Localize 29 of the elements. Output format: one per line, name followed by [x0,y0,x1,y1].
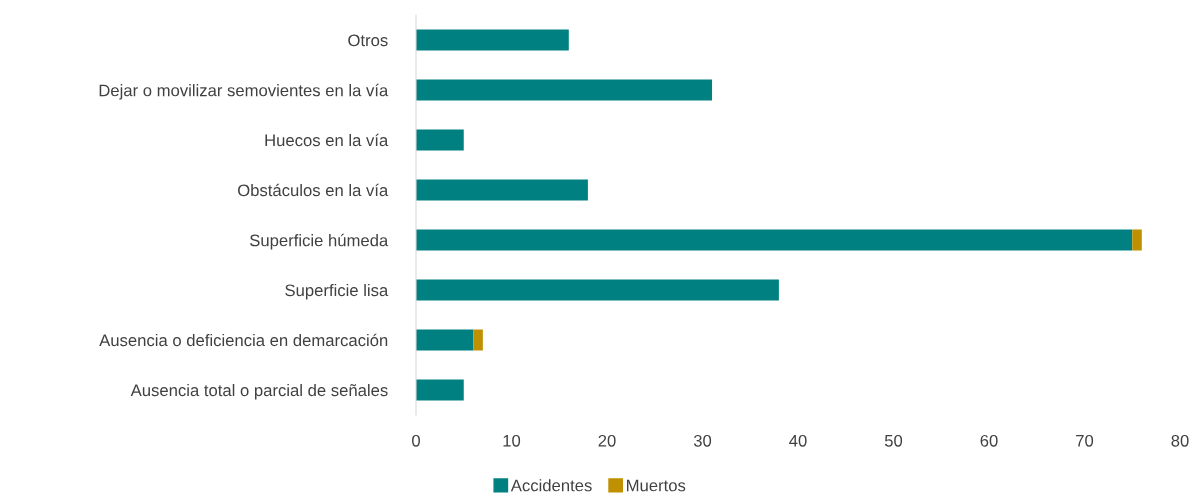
bar [473,329,483,351]
y-tick-label: Ausencia total o parcial de señales [130,383,388,400]
legend-label: Accidentes [510,479,592,492]
bar [416,229,1133,251]
y-tick-label: Obstáculos en la vía [238,183,389,197]
x-tick-label: 0 [412,434,420,447]
y-tick-label: Superficie lisa [285,283,389,300]
bar [416,279,779,301]
bar [416,379,464,401]
x-tick-label: 70 [1076,434,1094,447]
bar [416,29,569,51]
bar [416,79,713,101]
bar [1132,229,1142,251]
y-tick-label: Ausencia o deficiencia en demarcación [99,333,388,347]
legend-label: Muertos [627,479,686,492]
bar [416,129,464,151]
x-tick-label: 10 [503,434,521,447]
y-tick-label: Dejar o movilizar semovientes en la vía [99,83,389,100]
x-tick-label: 50 [884,434,903,447]
y-tick-label: Superficie húmeda [250,233,389,250]
x-tick-label: 20 [598,434,616,447]
y-tick-label: Huecos en la vía [265,133,389,147]
x-tick-label: 30 [693,434,712,447]
y-tick-label: Otros [348,34,388,47]
bar [416,179,588,201]
x-tick-label: 40 [789,434,807,447]
bar [416,329,474,351]
x-tick-label: 80 [1171,434,1189,447]
x-tick-label: 60 [980,434,998,447]
